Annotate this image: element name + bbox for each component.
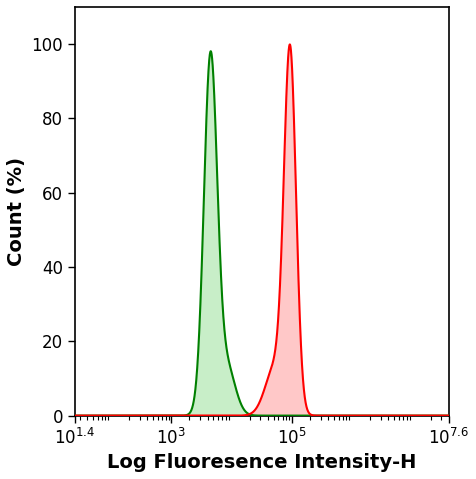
X-axis label: Log Fluoresence Intensity-H: Log Fluoresence Intensity-H [107, 453, 417, 472]
Y-axis label: Count (%): Count (%) [7, 157, 26, 266]
